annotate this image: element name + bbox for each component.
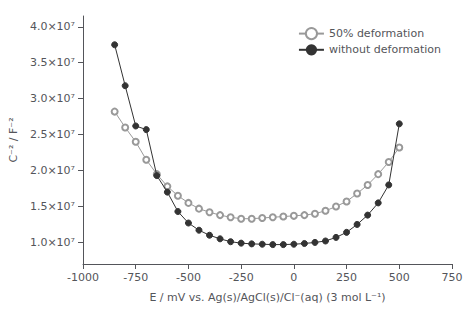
svg-text:3.0×10⁷: 3.0×10⁷ xyxy=(30,92,75,105)
svg-text:-750: -750 xyxy=(123,271,148,284)
svg-text:2.5×10⁷: 2.5×10⁷ xyxy=(30,128,75,141)
svg-text:E / mV vs. Ag(s)/AgCl(s)/Cl⁻(a: E / mV vs. Ag(s)/AgCl(s)/Cl⁻(aq) (3 mol … xyxy=(149,291,385,304)
svg-text:-1000: -1000 xyxy=(67,271,99,284)
svg-text:1.5×10⁷: 1.5×10⁷ xyxy=(30,200,75,213)
svg-text:3.5×10⁷: 3.5×10⁷ xyxy=(30,56,75,69)
svg-text:4.0×10⁷: 4.0×10⁷ xyxy=(30,20,75,33)
svg-text:2.0×10⁷: 2.0×10⁷ xyxy=(30,164,75,177)
svg-text:-250: -250 xyxy=(229,271,254,284)
svg-text:C⁻² / F⁻²: C⁻² / F⁻² xyxy=(7,117,20,162)
svg-text:-500: -500 xyxy=(176,271,201,284)
svg-text:250: 250 xyxy=(336,271,357,284)
svg-text:0: 0 xyxy=(290,271,297,284)
svg-text:1.0×10⁷: 1.0×10⁷ xyxy=(30,236,75,249)
svg-text:500: 500 xyxy=(389,271,410,284)
svg-text:50% deformation: 50% deformation xyxy=(329,27,424,40)
svg-text:750: 750 xyxy=(442,271,463,284)
svg-text:without deformation: without deformation xyxy=(329,43,441,56)
